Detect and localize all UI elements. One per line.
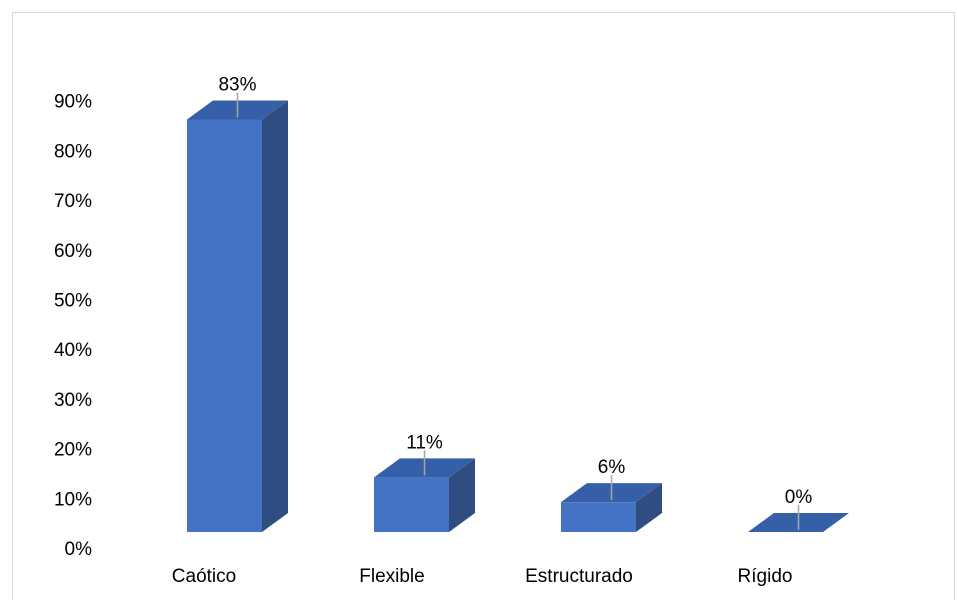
x-category-label: Rígido <box>738 566 793 587</box>
x-category-label: Caótico <box>172 566 236 587</box>
bar-side-2 <box>636 483 662 532</box>
y-tick-label: 50% <box>54 291 92 312</box>
data-label: 6% <box>598 457 626 478</box>
y-tick-label: 90% <box>54 92 92 113</box>
y-tick-label: 10% <box>54 489 92 510</box>
data-label: 11% <box>406 432 443 453</box>
bar-front-0 <box>187 119 262 533</box>
y-tick-label: 20% <box>54 440 92 461</box>
y-tick-label: 0% <box>65 539 93 560</box>
y-tick-label: 80% <box>54 141 92 162</box>
chart-frame <box>12 12 955 600</box>
bar-front-1 <box>374 477 449 532</box>
bar-side-0 <box>262 100 288 533</box>
y-tick-label: 60% <box>54 241 92 262</box>
y-tick-label: 70% <box>54 191 92 212</box>
bar-front-2 <box>561 502 636 532</box>
x-category-label: Flexible <box>359 566 424 587</box>
x-category-label: Estructurado <box>525 566 633 587</box>
data-label: 0% <box>785 487 813 508</box>
data-label: 83% <box>218 74 256 95</box>
y-tick-label: 30% <box>54 390 92 411</box>
y-tick-label: 40% <box>54 340 92 361</box>
bar-side-1 <box>449 458 475 532</box>
